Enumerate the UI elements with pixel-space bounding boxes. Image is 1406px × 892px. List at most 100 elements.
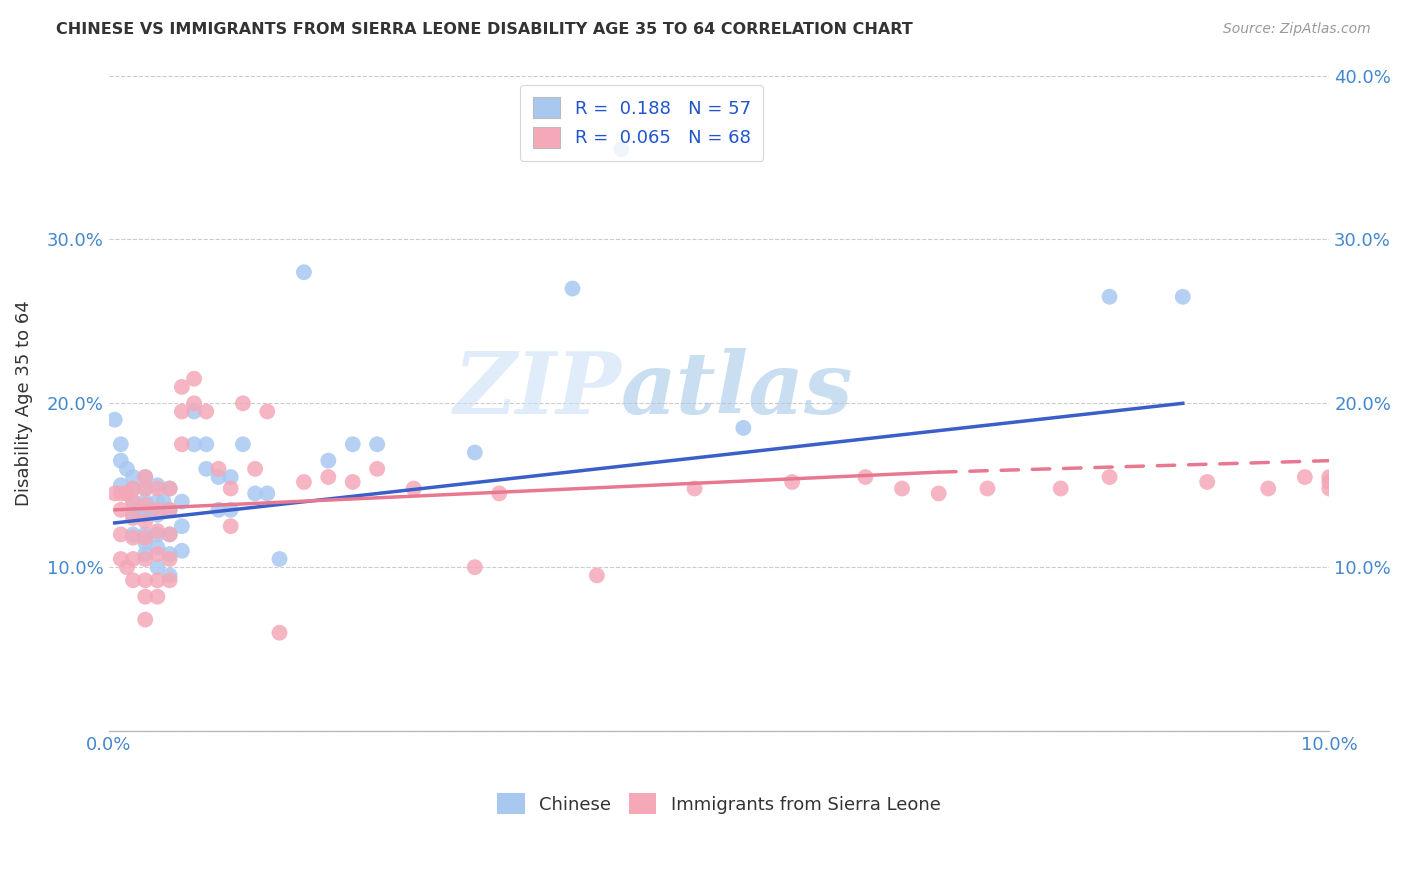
Point (110, 552, 132, 566)
Point (1171, 290, 1194, 304)
Point (134, 482, 156, 496)
Point (243, 462, 266, 476)
Point (183, 396, 205, 410)
Point (146, 494, 169, 508)
Point (159, 482, 181, 496)
Point (342, 475, 364, 489)
Point (134, 470, 156, 484)
Point (146, 560, 169, 574)
Point (134, 482, 156, 496)
Point (110, 503, 132, 517)
Point (402, 482, 425, 496)
Point (1098, 470, 1121, 484)
Point (232, 437, 254, 451)
Point (183, 437, 205, 451)
Point (586, 568, 609, 582)
Point (780, 475, 803, 489)
Point (561, 282, 583, 296)
Point (610, 142, 633, 156)
Point (170, 519, 193, 533)
Point (104, 413, 127, 427)
Point (195, 462, 218, 476)
Point (115, 462, 138, 476)
Point (733, 421, 755, 435)
Point (207, 470, 229, 484)
Point (110, 527, 132, 541)
Point (146, 541, 169, 555)
Point (134, 498, 156, 512)
Point (219, 482, 242, 496)
Point (152, 494, 174, 508)
Point (122, 494, 145, 508)
Point (115, 486, 138, 500)
Point (134, 590, 156, 604)
Point (976, 482, 998, 496)
Point (183, 372, 205, 386)
Point (256, 486, 278, 500)
Point (1294, 470, 1316, 484)
Point (110, 453, 132, 467)
Point (115, 560, 138, 574)
Legend: Chinese, Immigrants from Sierra Leone: Chinese, Immigrants from Sierra Leone (491, 786, 948, 822)
Point (170, 404, 193, 418)
Point (366, 462, 388, 476)
Point (159, 503, 181, 517)
Point (134, 527, 156, 541)
Point (122, 494, 145, 508)
Point (170, 380, 193, 394)
Point (488, 486, 510, 500)
Point (146, 527, 169, 541)
Point (159, 482, 181, 496)
Text: Source: ZipAtlas.com: Source: ZipAtlas.com (1223, 22, 1371, 37)
Point (256, 404, 278, 418)
Point (1257, 482, 1279, 496)
Point (1317, 475, 1340, 489)
Point (134, 547, 156, 561)
Point (115, 486, 138, 500)
Point (122, 527, 145, 541)
Point (122, 574, 145, 588)
Point (146, 574, 169, 588)
Point (1317, 482, 1340, 496)
Point (134, 574, 156, 588)
Point (159, 568, 181, 582)
Point (292, 475, 315, 489)
Point (195, 437, 218, 451)
Point (122, 482, 145, 496)
Point (122, 552, 145, 566)
Point (243, 486, 266, 500)
Point (207, 503, 229, 517)
Point (134, 531, 156, 545)
Text: atlas: atlas (621, 349, 853, 432)
Point (104, 486, 127, 500)
Point (134, 514, 156, 528)
Point (928, 486, 950, 500)
Point (1317, 470, 1340, 484)
Point (159, 503, 181, 517)
Point (110, 486, 132, 500)
Point (269, 625, 291, 640)
Point (464, 560, 486, 574)
Text: ZIP: ZIP (453, 349, 621, 432)
Point (134, 613, 156, 627)
Point (128, 503, 150, 517)
Text: CHINESE VS IMMIGRANTS FROM SIERRA LEONE DISABILITY AGE 35 TO 64 CORRELATION CHAR: CHINESE VS IMMIGRANTS FROM SIERRA LEONE … (56, 22, 912, 37)
Point (269, 552, 291, 566)
Point (146, 547, 169, 561)
Point (146, 482, 169, 496)
Point (110, 478, 132, 492)
Point (366, 437, 388, 451)
Point (134, 470, 156, 484)
Point (342, 437, 364, 451)
Y-axis label: Disability Age 35 to 64: Disability Age 35 to 64 (15, 301, 32, 506)
Point (170, 437, 193, 451)
Point (134, 552, 156, 566)
Point (141, 503, 163, 517)
Point (219, 519, 242, 533)
Point (207, 462, 229, 476)
Point (195, 404, 218, 418)
Point (146, 508, 169, 522)
Point (134, 494, 156, 508)
Point (891, 482, 914, 496)
Point (318, 470, 340, 484)
